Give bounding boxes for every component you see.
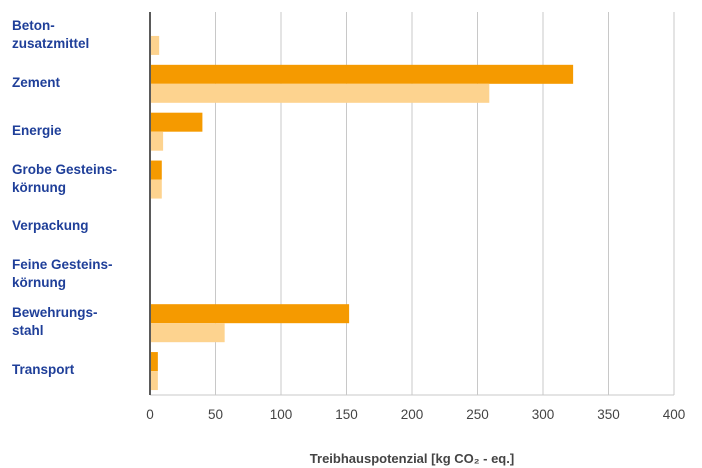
category-label: Transport [12,362,75,378]
x-tick-label: 400 [663,407,686,422]
bar [150,64,574,84]
x-tick-label: 0 [146,407,154,422]
category-label: Feine Gesteins- körnung [12,257,113,291]
x-tick-label: 100 [270,407,293,422]
x-tick-label: 150 [335,407,358,422]
x-tick-label: 250 [466,407,489,422]
category-label: Zement [12,74,61,90]
category-label: Energie [12,122,62,138]
bar [150,112,203,132]
category-label: Grobe Gesteins- körnung [12,161,118,195]
bar [150,131,164,151]
x-axis-label: Treibhauspotenzial [kg CO₂ - eq.] [309,451,515,466]
x-tick-label: 300 [532,407,555,422]
category-label: Beton- zusatzmittel [12,17,90,51]
bar [150,179,162,199]
bar [150,83,490,103]
bar [150,35,160,55]
category-label: Verpackung [12,218,89,234]
x-tick-label: 350 [597,407,620,422]
x-tick-label: 50 [208,407,223,422]
x-tick-labels: 0 50 100 150 200 250 300 350 400 [146,407,685,422]
bar [150,160,162,180]
bar [150,304,350,324]
bars [150,35,574,391]
bar [150,371,158,391]
category-label: Bewehrungs- stahl [12,305,98,339]
x-tick-label: 200 [401,407,424,422]
bar [150,352,158,372]
bar [150,323,225,343]
